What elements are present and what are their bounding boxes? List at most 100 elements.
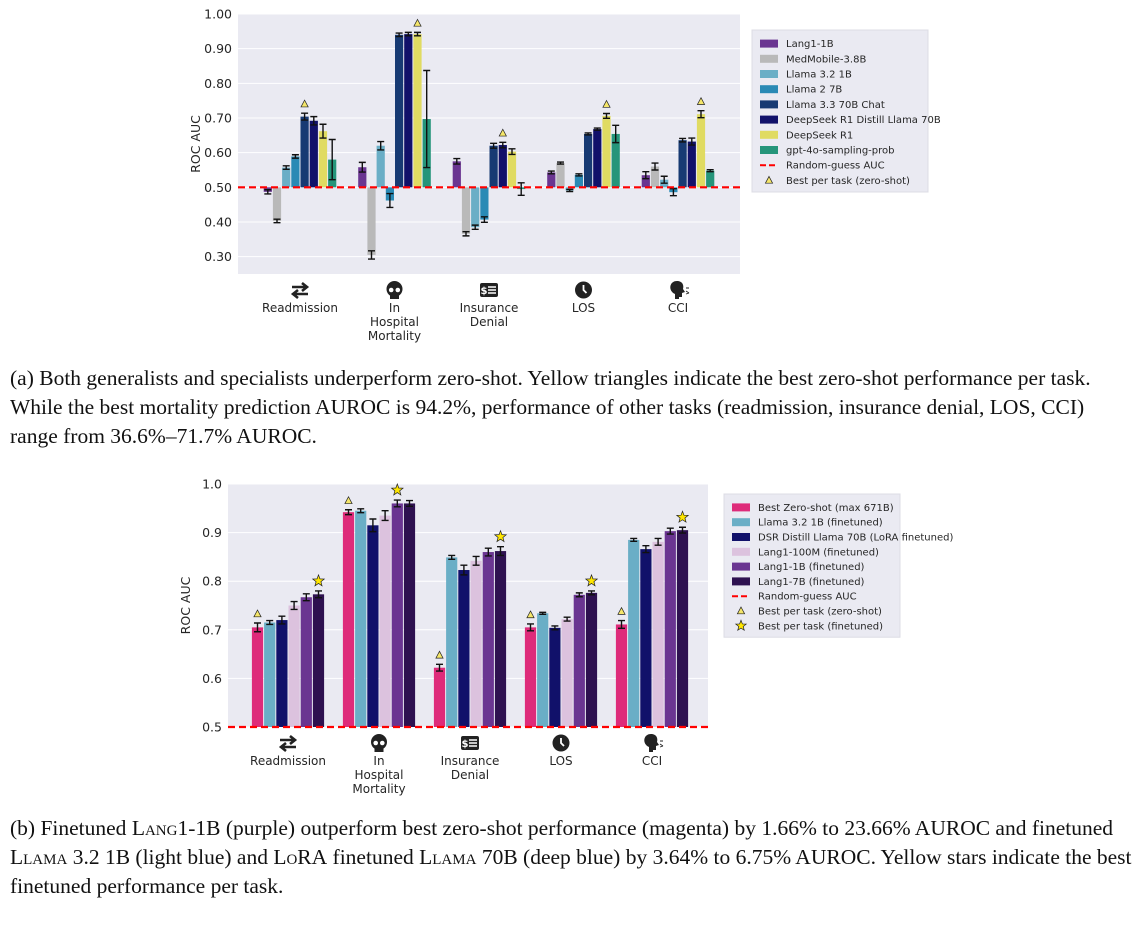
x-tick-label: CCI — [642, 754, 662, 768]
arrow-shape — [290, 288, 308, 300]
x-tick-label: Mortality — [352, 782, 405, 796]
bill-lines — [469, 739, 477, 747]
arrow-shape — [280, 734, 298, 746]
bar — [379, 515, 391, 727]
bar — [458, 570, 470, 727]
error-bar — [369, 518, 377, 533]
bar — [687, 141, 696, 188]
money-bill-icon: $ — [480, 283, 498, 297]
error-bar — [315, 590, 322, 599]
error-bar — [490, 142, 498, 149]
bar — [585, 592, 598, 727]
error-bar — [666, 527, 674, 535]
error-bar — [517, 182, 525, 197]
caption-b-part: (b) Finetuned — [10, 816, 132, 840]
bar — [640, 549, 652, 727]
bar — [602, 115, 611, 188]
legend-label: Llama 2 7B — [786, 85, 842, 96]
legend-swatch — [760, 130, 778, 139]
y-tick-label: 0.30 — [204, 249, 232, 264]
y-tick-label: 0.8 — [202, 574, 222, 589]
legend-swatch — [732, 547, 750, 556]
error-bar — [547, 170, 555, 175]
dollar-glyph: $ — [481, 286, 488, 297]
best-finetuned-star — [311, 573, 326, 587]
bar — [480, 187, 489, 220]
error-bar — [584, 132, 592, 136]
bar — [537, 613, 549, 727]
legend-swatch — [760, 100, 778, 109]
skull-eye — [380, 740, 385, 746]
error-bar — [508, 148, 516, 156]
error-bar — [612, 124, 620, 144]
x-tick-label: Hospital — [355, 768, 404, 782]
bar — [367, 525, 379, 727]
bar — [664, 531, 676, 727]
bar — [494, 551, 507, 727]
error-bar — [697, 110, 705, 119]
caption-b-part: 3.2 1B (light blue) and — [67, 845, 274, 869]
best-zero-shot-triangle — [602, 99, 611, 108]
clock-icon — [552, 734, 570, 752]
legend-label: Llama 3.2 1B (finetuned) — [758, 518, 883, 529]
legend-label: Lang1-1B — [786, 39, 834, 50]
legend-label: Best per task (zero-shot) — [758, 607, 882, 618]
legend-triangle-icon — [764, 175, 774, 184]
legend-swatch — [732, 577, 750, 586]
error-bar — [328, 138, 336, 181]
legend-swatch — [732, 503, 750, 512]
bar — [650, 166, 660, 188]
legend-label: gpt-4o-sampling-prob — [786, 146, 894, 157]
best-zero-shot-triangle — [526, 610, 535, 619]
caption-b-part: Llama — [10, 845, 68, 869]
bar — [678, 140, 687, 188]
error-bar — [386, 192, 394, 209]
bar — [367, 187, 376, 255]
legend-label: Random-guess AUC — [758, 592, 857, 603]
x-tick-label: Mortality — [368, 329, 421, 343]
error-bar — [679, 526, 686, 534]
x-tick-label: Readmission — [250, 754, 326, 768]
skull-icon — [386, 281, 403, 299]
bar — [696, 114, 706, 188]
arrows-exchange-icon — [290, 281, 310, 300]
chart-b: 0.5 0.6 0.7 0.8 0.9 1.0 ROC AUC Readmission InHo… — [178, 477, 953, 797]
skull-shape — [371, 734, 387, 750]
legend-swatch — [732, 533, 750, 541]
skull-icon — [371, 734, 387, 752]
legend-swatch — [760, 70, 778, 78]
head-shape — [670, 281, 685, 299]
best-zero-shot-triangle — [344, 496, 353, 504]
x-tick-label: LOS — [549, 754, 572, 768]
y-tick-label: 0.50 — [204, 180, 232, 195]
error-bar — [471, 224, 479, 230]
bar — [574, 174, 583, 188]
caption-b-part: finetuned — [327, 845, 420, 869]
caption-b: (b) Finetuned Lang1-1B (purple) outperfo… — [10, 814, 1135, 901]
error-bar — [706, 168, 714, 173]
legend-label: Best per task (zero-shot) — [786, 176, 910, 187]
bar — [611, 133, 620, 188]
y-tick-label: 0.9 — [202, 525, 222, 540]
speech-lines — [685, 287, 690, 295]
speech-lines — [659, 740, 664, 748]
clock-hands — [582, 285, 588, 294]
bar — [615, 624, 628, 727]
legend-swatch — [760, 39, 778, 48]
bar — [641, 175, 650, 188]
legend-swatch — [732, 562, 750, 571]
best-zero-shot-triangle — [498, 128, 507, 137]
error-bar — [357, 508, 365, 514]
best-finetuned-star — [675, 510, 690, 523]
error-bar — [539, 611, 547, 615]
bar — [318, 131, 328, 188]
error-bar — [395, 32, 403, 38]
bar — [561, 619, 573, 727]
bar — [556, 163, 565, 188]
caption-b-part: -1B (purple) outperform best zero-shot p… — [188, 816, 1114, 840]
y-axis-label: ROC AUC — [178, 576, 193, 634]
legend-label: Lang1-7B (finetuned) — [758, 577, 865, 588]
error-bar — [273, 218, 281, 224]
legend-label: DeepSeek R1 — [786, 130, 853, 141]
bar — [489, 145, 498, 188]
